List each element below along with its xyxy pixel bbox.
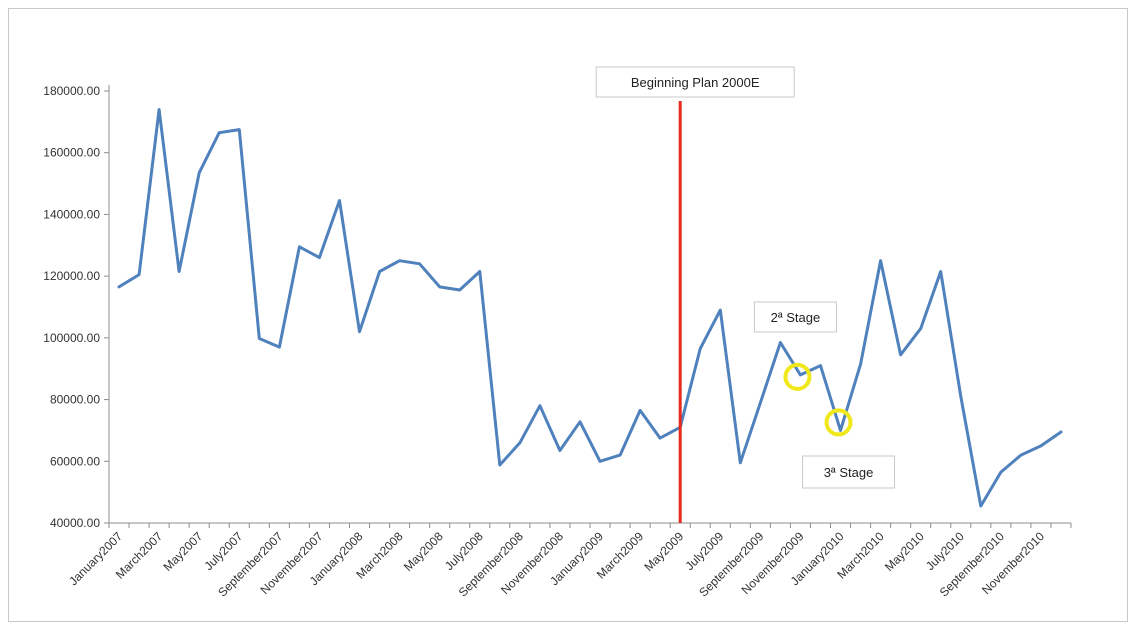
data-point — [558, 449, 562, 452]
data-point — [719, 308, 722, 312]
data-point — [458, 288, 461, 292]
data-point — [638, 409, 642, 412]
y-tick-label: 120000.00 — [43, 269, 100, 283]
y-tick-label: 180000.00 — [43, 84, 100, 98]
annotations: Beginning Plan 2000E 2ª Stage 3ª Stage — [595, 66, 896, 523]
data-point — [598, 460, 602, 463]
data-point — [137, 273, 141, 276]
y-axis: 40000.00 60000.00 80000.00 100000.00 120000.… — [43, 84, 110, 530]
data-point — [538, 404, 542, 407]
x-tick-label: January2007 — [66, 529, 125, 588]
data-point — [899, 353, 902, 357]
y-tick-label: 40000.00 — [50, 516, 100, 530]
data-point — [358, 330, 361, 333]
data-point — [739, 461, 742, 465]
stage2-label: 2ª Stage — [753, 301, 837, 333]
x-axis: January2007March2007May2007July2007Septe… — [66, 522, 1072, 600]
data-point — [959, 395, 962, 398]
data-point — [238, 128, 241, 131]
stage3-marker — [824, 408, 853, 437]
data-point — [438, 285, 441, 289]
series-line-group — [117, 108, 1063, 508]
data-point — [117, 285, 121, 289]
stage2-label-box — [753, 301, 837, 333]
x-tick-label: May2010 — [882, 529, 927, 574]
data-point — [1019, 453, 1023, 457]
series-line — [117, 108, 1063, 508]
data-point — [779, 341, 782, 344]
data-point — [839, 429, 842, 432]
plan-start-label-text: Beginning Plan 2000E — [631, 75, 760, 90]
data-point — [1039, 444, 1043, 448]
y-tick-label: 60000.00 — [50, 454, 100, 468]
data-point — [578, 420, 582, 423]
y-tick-label: 160000.00 — [43, 146, 100, 160]
stage3-label-text: 3ª Stage — [824, 465, 874, 480]
plan-start-label-box — [595, 66, 795, 98]
data-point — [398, 259, 401, 262]
data-point — [979, 504, 983, 508]
data-point — [338, 199, 341, 202]
data-point — [618, 453, 622, 457]
data-point — [919, 327, 922, 330]
data-point — [478, 270, 481, 273]
data-point — [157, 108, 161, 111]
data-point — [658, 436, 662, 440]
x-tick-label: May2008 — [401, 529, 446, 574]
data-point — [759, 401, 762, 404]
data-point — [879, 259, 882, 262]
data-point — [939, 270, 942, 273]
x-tick-label: May2009 — [641, 529, 686, 574]
data-point — [418, 262, 421, 265]
data-point — [498, 463, 502, 467]
data-point — [1059, 430, 1063, 434]
data-point — [197, 171, 201, 174]
y-tick-label: 140000.00 — [43, 207, 100, 221]
stage2-label-text: 2ª Stage — [771, 310, 821, 325]
y-tick-label: 80000.00 — [50, 393, 100, 407]
data-point — [999, 470, 1003, 474]
data-point — [218, 131, 221, 134]
data-point — [298, 245, 301, 249]
data-point — [278, 345, 281, 349]
y-tick-label: 100000.00 — [43, 331, 100, 345]
chart-frame: 40000.00 60000.00 80000.00 100000.00 120000.… — [8, 8, 1128, 622]
data-point — [859, 362, 862, 366]
stage2-marker — [783, 362, 812, 391]
line-chart: 40000.00 60000.00 80000.00 100000.00 120000.… — [43, 66, 1072, 600]
x-tick-label: May2007 — [160, 529, 205, 574]
data-point — [799, 373, 802, 377]
data-point — [177, 270, 181, 273]
plan-start-label: Beginning Plan 2000E — [595, 66, 795, 98]
data-point — [819, 364, 822, 367]
stage3-label-box — [802, 455, 896, 489]
data-point — [258, 337, 261, 340]
data-point — [318, 256, 321, 259]
data-point — [378, 270, 381, 273]
stage3-label: 3ª Stage — [802, 455, 896, 489]
data-point — [699, 347, 702, 350]
data-point — [518, 441, 522, 444]
